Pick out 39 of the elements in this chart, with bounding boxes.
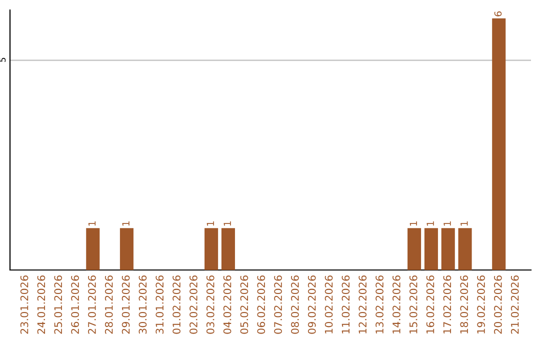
x-tick-label: 11.02.2026 [342,276,350,334]
data-label: 6 [494,11,502,16]
x-tick-label: 07.02.2026 [274,276,282,334]
data-label: 1 [426,221,434,226]
x-tick-label: 12.02.2026 [358,276,367,334]
x-tick-label: 13.02.2026 [376,276,384,334]
x-tick-label: 15.02.2026 [409,276,418,334]
data-label: 1 [444,221,451,226]
x-tick-label: 10.02.2026 [324,276,333,334]
x-tick-label: 05.02.2026 [240,276,248,334]
x-tick-label: 01.02.2026 [172,276,180,334]
x-tick-label: 08.02.2026 [291,276,299,334]
x-tick-label: 29.01.2026 [122,276,130,334]
x-tick-label: 30.01.2026 [138,276,147,334]
x-tick-label: 17.02.2026 [443,276,452,334]
x-tick-label: 03.02.2026 [206,276,214,334]
x-tick-label: 28.01.2026 [104,276,113,334]
data-label: 1 [410,221,417,226]
x-tick-label: 23.01.2026 [20,276,28,334]
x-tick-label: 25.01.2026 [54,276,62,334]
x-tick-label: 20.02.2026 [494,276,502,334]
x-tick-label: 09.02.2026 [308,276,316,334]
x-tick-label: 06.02.2026 [257,276,266,334]
data-label: 1 [206,221,214,226]
x-tick-label: 21.02.2026 [510,276,519,334]
data-label: 1 [122,221,130,226]
data-label: 1 [88,221,96,226]
x-tick-label: 31.01.2026 [156,276,164,334]
x-tick-label: 18.02.2026 [460,276,468,334]
x-tick-label: 26.01.2026 [71,276,79,334]
x-tick-label: 27.01.2026 [88,276,96,334]
x-tick-label: 04.02.2026 [223,276,232,334]
x-tick-label: 24.01.2026 [37,276,46,334]
x-tick-label: 16.02.2026 [426,276,434,334]
x-tick-label: 19.02.2026 [477,276,485,334]
x-tick-label: 14.02.2026 [392,276,400,334]
data-label: 1 [224,221,231,226]
data-label: 1 [460,221,468,226]
x-tick-label: 02.02.2026 [190,276,198,334]
